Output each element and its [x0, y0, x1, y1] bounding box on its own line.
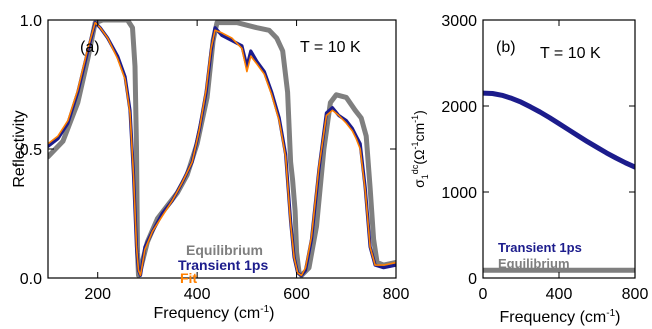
- panel-b-ticks: 0 400 800 0 1000 2000 3000: [441, 13, 648, 303]
- panel-b-legend-transient: Transient 1ps: [498, 240, 582, 255]
- panel-a-x-tick-label: 400: [184, 286, 211, 303]
- panel-a-temperature-annotation: T = 10 K: [300, 39, 361, 56]
- panel-a-series-fit-line: [48, 21, 396, 277]
- panel-a-y-tick-label: 0.0: [20, 271, 42, 288]
- panel-b-legend-equilibrium: Equilibrium: [498, 256, 570, 271]
- panel-b-y-axis-label: σ1dc(Ω-1cm-1): [410, 110, 430, 188]
- panel-b-x-tick-label: 400: [546, 286, 573, 303]
- panel-b-series-transient-1ps-line: [483, 90, 635, 170]
- panel-a-x-tick-label: 800: [383, 286, 410, 303]
- panel-a-legend-transient: Transient 1ps: [178, 257, 268, 273]
- panel-b-x-tick-label: 800: [622, 286, 649, 303]
- panel-b-y-tick-label: 3000: [441, 13, 477, 30]
- panel-b-y-tick-label: 1000: [441, 185, 477, 202]
- panel-b-conductivity-chart: 0 400 800 0 1000 2000 3000 (b) T = 10 K Transi…: [410, 13, 648, 326]
- panel-a-series-transient-1ps-line: [48, 21, 396, 277]
- panel-a-series-equilibrium-line: [48, 20, 396, 278]
- panel-b-y-tick-label: 2000: [441, 99, 477, 116]
- panel-a-x-tick-label: 200: [84, 286, 111, 303]
- panel-a-reflectivity-chart: 200 400 600 800 0.0 0.5 1.0 (a) T = 10 K Equil…: [11, 13, 409, 322]
- panel-b-series-group: [483, 90, 635, 273]
- panel-a-series-group: [48, 20, 396, 278]
- panel-a-legend-fit: Fit: [180, 270, 197, 286]
- panel-b-y-tick-label: 0: [468, 271, 477, 288]
- panel-a-y-tick-label: 0.5: [20, 142, 42, 159]
- panel-b-x-tick-label: 0: [479, 286, 488, 303]
- panel-a-ticks: 200 400 600 800 0.0 0.5 1.0: [20, 13, 410, 303]
- panel-a-y-tick-label: 1.0: [20, 13, 42, 30]
- panel-a-x-axis-label: Frequency (cm-1): [154, 304, 275, 322]
- panel-a-x-tick-label: 600: [283, 286, 310, 303]
- panel-b-x-axis-label: Frequency (cm-1): [500, 308, 621, 326]
- panel-a-label: (a): [80, 39, 100, 56]
- panel-b-label: (b): [496, 39, 516, 56]
- panel-a-legend-equilibrium: Equilibrium: [186, 242, 263, 258]
- panel-b-temperature-annotation: T = 10 K: [540, 45, 601, 62]
- panel-a-y-axis-label: Reflectivity: [11, 110, 28, 187]
- panel-a-frame: [47, 19, 397, 279]
